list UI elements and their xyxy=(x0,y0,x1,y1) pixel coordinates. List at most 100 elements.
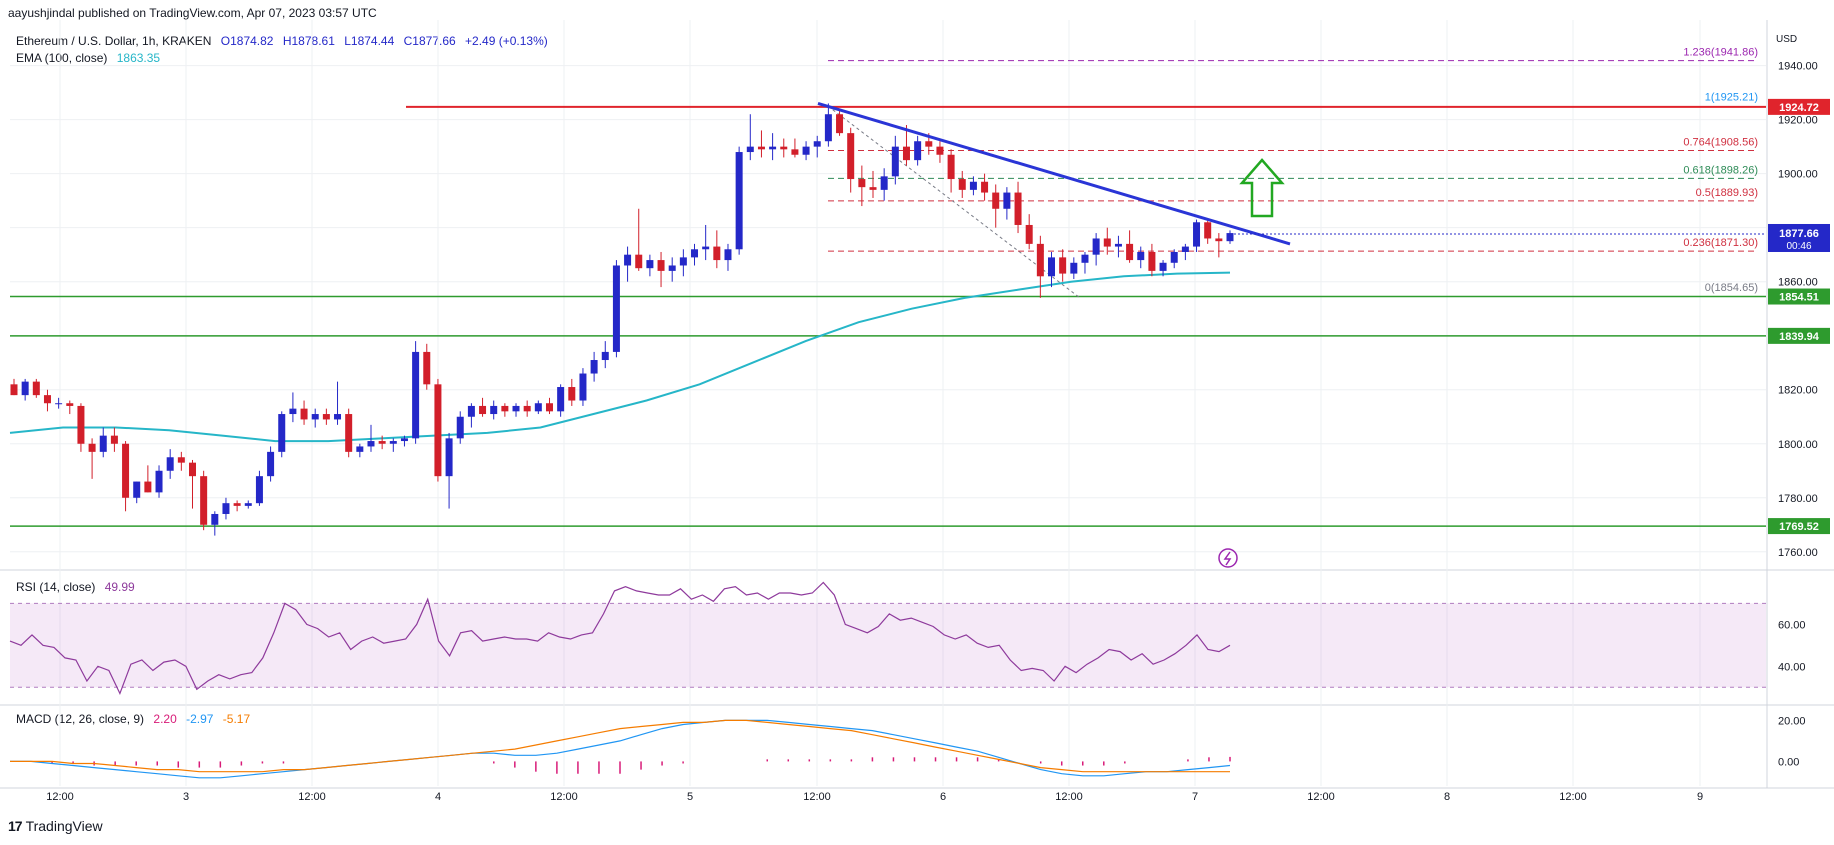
candle xyxy=(1081,251,1089,274)
candle xyxy=(512,403,520,417)
candle xyxy=(490,400,498,420)
candle-body xyxy=(702,246,710,250)
tradingview-brand: TradingView xyxy=(25,818,103,834)
candle xyxy=(1215,233,1223,258)
y-tick-label: 1780.00 xyxy=(1778,493,1818,505)
candle-body xyxy=(646,260,654,269)
candle xyxy=(267,446,275,482)
macd-y-tick: 0.00 xyxy=(1778,756,1799,768)
candle-body xyxy=(1181,246,1189,252)
fib-level-label: 0.764(1908.56) xyxy=(1683,137,1758,149)
x-tick-label: 8 xyxy=(1444,791,1450,803)
candle-body xyxy=(579,373,587,401)
candle xyxy=(590,351,598,382)
candle xyxy=(289,392,297,423)
candle xyxy=(735,146,743,255)
candle-body xyxy=(423,351,431,385)
candle-body xyxy=(635,254,643,269)
candle xyxy=(1170,249,1178,269)
price-badge xyxy=(1768,98,1830,115)
y-tick-label: 1920.00 xyxy=(1778,115,1818,127)
candle xyxy=(914,135,922,166)
x-tick-label: 12:00 xyxy=(1055,791,1083,803)
candle-body xyxy=(936,146,944,155)
candle-body xyxy=(367,441,375,447)
candle-body xyxy=(233,503,241,506)
ema-label: EMA (100, close) xyxy=(16,51,108,65)
price-badge-label: 1924.72 xyxy=(1779,102,1819,114)
candle-body xyxy=(568,387,576,401)
up-arrow-icon xyxy=(1239,158,1285,218)
countdown-label: 00:46 xyxy=(1786,241,1811,252)
candle-body xyxy=(824,114,832,142)
candle xyxy=(1103,227,1111,255)
macd-signal-value: -5.17 xyxy=(222,712,251,726)
close-value: C1877.66 xyxy=(403,34,456,48)
macd-signal-line xyxy=(10,719,1230,773)
candle xyxy=(1193,219,1201,252)
candle-body xyxy=(1137,251,1145,261)
candle-body xyxy=(345,414,353,452)
candle xyxy=(233,500,241,512)
candle xyxy=(166,449,174,479)
candle xyxy=(501,403,509,417)
fib-level-label: 1.236(1941.86) xyxy=(1683,47,1758,59)
candle-body xyxy=(691,249,699,258)
y-tick-label: 1760.00 xyxy=(1778,547,1818,559)
candle-body xyxy=(66,403,74,406)
candle-body xyxy=(590,360,598,374)
candle xyxy=(1226,230,1234,244)
candle-body xyxy=(55,403,63,405)
candle-body xyxy=(456,416,464,439)
current-price-badge xyxy=(1768,223,1830,252)
rsi-label: RSI (14, close) xyxy=(16,580,96,594)
price-badge-label: 1769.52 xyxy=(1779,521,1819,533)
candle xyxy=(624,246,632,282)
candle-body xyxy=(88,443,96,452)
candle-body xyxy=(267,451,275,477)
ema-line xyxy=(9,271,1231,443)
flash-icon xyxy=(1218,548,1238,568)
candle xyxy=(612,260,620,358)
candle-body xyxy=(1059,257,1067,274)
x-tick-label: 12:00 xyxy=(1559,791,1587,803)
candle-body xyxy=(110,435,118,444)
candle-body xyxy=(32,381,40,396)
candle-body xyxy=(992,192,1000,209)
candle xyxy=(1204,219,1212,244)
candle xyxy=(1092,233,1100,266)
x-tick-label: 12:00 xyxy=(298,791,326,803)
candle-body xyxy=(434,384,442,477)
candle-body xyxy=(278,414,286,452)
candle-body xyxy=(322,414,330,420)
candle xyxy=(947,149,955,193)
candle-body xyxy=(99,435,107,452)
candle-body xyxy=(1159,262,1167,271)
candle-body xyxy=(356,446,364,452)
macd-y-tick: 20.00 xyxy=(1778,715,1806,727)
candle-body xyxy=(958,179,966,190)
candle-body xyxy=(601,351,609,361)
candle-body xyxy=(969,181,977,190)
candle-body xyxy=(902,146,910,161)
candle-body xyxy=(612,265,620,352)
macd-hist-value: 2.20 xyxy=(153,712,177,726)
candle-body xyxy=(925,141,933,147)
candle xyxy=(32,378,40,398)
high-value: H1878.61 xyxy=(282,34,335,48)
candle-body xyxy=(780,146,788,150)
candle-body xyxy=(545,403,553,412)
candle xyxy=(668,257,676,282)
candle xyxy=(802,141,810,161)
x-tick-label: 4 xyxy=(435,791,441,803)
candle-body xyxy=(400,438,408,442)
candle-body xyxy=(378,441,386,444)
candle-body xyxy=(21,381,29,396)
candle-body xyxy=(1081,254,1089,263)
ema-legend: EMA (100, close) 1863.35 xyxy=(16,51,166,65)
candle-body xyxy=(43,395,51,404)
symbol-name: Ethereum / U.S. Dollar, 1h, KRAKEN xyxy=(16,34,212,48)
candle xyxy=(534,400,542,415)
candle xyxy=(456,411,464,444)
